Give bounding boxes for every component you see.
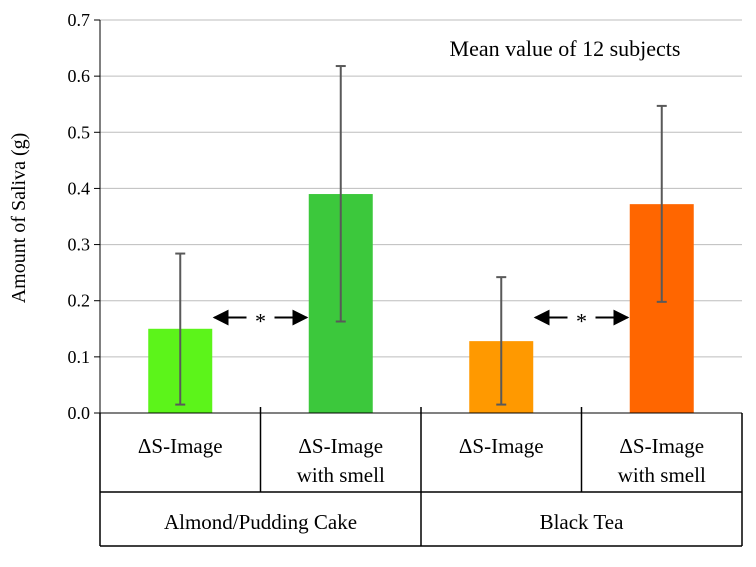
y-tick-label: 0.7 xyxy=(68,10,91,30)
group-label: Almond/Pudding Cake xyxy=(164,510,357,534)
y-tick-label: 0.5 xyxy=(68,122,91,142)
group-label: Black Tea xyxy=(540,510,625,534)
y-tick-label: 0.0 xyxy=(68,403,91,423)
gridlines xyxy=(100,19,742,358)
y-tick-label: 0.3 xyxy=(68,235,91,255)
error-bars xyxy=(175,65,667,406)
y-tick-label: 0.1 xyxy=(68,347,91,367)
bars xyxy=(148,194,694,413)
category-label-line2: with smell xyxy=(618,463,706,487)
y-axis-ticks: 0.0 0.1 0.2 0.3 0.4 0.5 0.6 0.7 xyxy=(68,10,100,423)
y-axis-label: Amount of Saliva (g) xyxy=(8,133,30,304)
significance-markers: * * xyxy=(212,309,630,334)
category-label-line1: ΔS-Image xyxy=(298,434,383,458)
y-tick-label: 0.4 xyxy=(68,178,91,198)
category-label-line2: with smell xyxy=(297,463,385,487)
category-table: ΔS-Image ΔS-Image with smell ΔS-Image ΔS-Ima… xyxy=(99,407,743,547)
significance-star: * xyxy=(576,309,587,334)
category-label-line1: ΔS-Image xyxy=(619,434,704,458)
y-tick-label: 0.6 xyxy=(68,66,91,86)
significance-star: * xyxy=(255,309,266,334)
y-tick-label: 0.2 xyxy=(68,291,91,311)
category-label: ΔS-Image xyxy=(138,434,223,458)
mean-annotation: Mean value of 12 subjects xyxy=(450,36,681,61)
category-label: ΔS-Image xyxy=(459,434,544,458)
